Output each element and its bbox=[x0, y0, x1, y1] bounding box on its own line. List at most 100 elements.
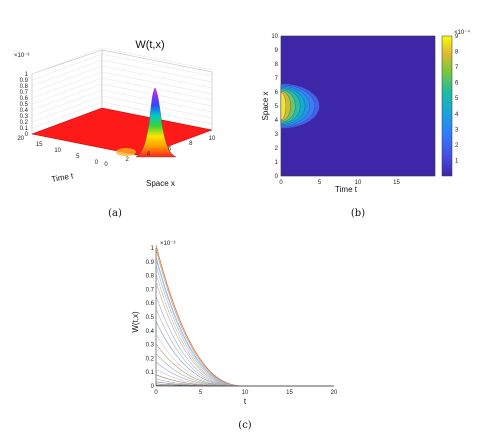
panel-b-ylabel: Space x bbox=[261, 92, 270, 121]
caption-c: (c) bbox=[238, 420, 252, 431]
space-ticks: 0 2 4 6 8 10 bbox=[104, 136, 216, 168]
y-tick-label: 0.2 bbox=[146, 356, 155, 362]
space-ticks: 0 1 2 3 4 5 6 7 8 9 10 bbox=[271, 34, 278, 180]
time-tick-label: 0 bbox=[279, 180, 283, 186]
time-ticks: 0 5 10 15 20 bbox=[17, 136, 98, 166]
wall-grid bbox=[31, 47, 213, 135]
space-tick-label: 7 bbox=[275, 76, 279, 82]
z-exponent: ×10⁻³ bbox=[14, 53, 29, 59]
wall-gridline bbox=[31, 95, 103, 123]
z-tick-label: 0 bbox=[25, 132, 29, 138]
y-tick-label: 0.4 bbox=[146, 329, 155, 335]
time-tick-label: 10 bbox=[355, 180, 362, 186]
wall-gridline bbox=[31, 65, 103, 93]
caption-a: (a) bbox=[108, 208, 122, 219]
wall-gridline bbox=[101, 59, 213, 83]
wall-gridline bbox=[101, 65, 213, 89]
panel-a-xlabel: Space x bbox=[146, 179, 175, 188]
surface-base-bump bbox=[116, 148, 136, 156]
y-tick-label: 0.9 bbox=[146, 260, 155, 266]
z-tick-label: 1 bbox=[25, 72, 29, 78]
wall-gridline bbox=[31, 59, 103, 87]
time-tick-label: 5 bbox=[76, 154, 80, 160]
time-tick-label: 5 bbox=[318, 180, 322, 186]
time-tick-label: 10 bbox=[54, 148, 61, 154]
wall-gridline bbox=[31, 89, 103, 117]
heatmap-blob bbox=[280, 83, 320, 129]
space-tick-label: 6 bbox=[168, 146, 172, 152]
x-tick-label: 5 bbox=[199, 390, 203, 396]
y-ticks: 0 0.1 0.2 0.3 0.4 0.5 0.6 0.7 0.8 0.9 1 bbox=[146, 246, 155, 390]
x-tick-label: 10 bbox=[242, 390, 249, 396]
panel-c-ylabel: W(t,x) bbox=[131, 311, 140, 333]
colorbar-tick-label: 4 bbox=[455, 112, 459, 118]
x-ticks: 0 5 10 15 20 bbox=[154, 390, 338, 396]
caption-b: (b) bbox=[351, 208, 365, 219]
x-tick-label: 15 bbox=[286, 390, 293, 396]
y-tick-label: 1 bbox=[151, 246, 155, 252]
curve-line bbox=[155, 343, 334, 387]
curve-line bbox=[155, 256, 334, 387]
space-tick-label: 2 bbox=[275, 146, 279, 152]
wall-gridline bbox=[31, 101, 103, 129]
space-tick-label: 4 bbox=[147, 152, 151, 158]
wall-gridline bbox=[31, 83, 103, 111]
colorbar-tick-label: 5 bbox=[455, 96, 459, 102]
z-tick-label: 0.9 bbox=[20, 78, 29, 84]
z-tick-label: 0.8 bbox=[20, 84, 29, 90]
z-tick-label: 0.5 bbox=[20, 102, 29, 108]
z-tick-label: 0.4 bbox=[20, 108, 29, 114]
wall-gridline bbox=[31, 53, 103, 81]
space-tick-label: 5 bbox=[275, 104, 279, 110]
wall-gridline bbox=[101, 77, 213, 101]
wall-gridline bbox=[31, 77, 103, 105]
colorbar-tick-label: 2 bbox=[455, 143, 459, 149]
y-tick-label: 0.3 bbox=[146, 343, 155, 349]
space-tick-label: 3 bbox=[275, 132, 279, 138]
wall-gridline bbox=[31, 71, 103, 99]
colorbar-tick-label: 1 bbox=[455, 158, 459, 164]
space-tick-label: 4 bbox=[275, 118, 279, 124]
colorbar-tick-label: 3 bbox=[455, 127, 459, 133]
line-plot: 0 0.1 0.2 0.3 0.4 0.5 0.6 0.7 0.8 0.9 1 0 5 10 15 20 ×… bbox=[131, 241, 338, 406]
curve-line bbox=[155, 321, 334, 387]
panel-b-xlabel: Time t bbox=[335, 185, 358, 194]
curve-line bbox=[155, 245, 334, 387]
y-tick-label: 0.5 bbox=[146, 315, 155, 321]
z-tick-label: 0.3 bbox=[20, 114, 29, 120]
space-tick-label: 0 bbox=[104, 162, 108, 168]
time-ticks: 0 5 10 15 bbox=[279, 180, 400, 186]
y-tick-label: 0.8 bbox=[146, 274, 155, 280]
time-tick-label: 0 bbox=[95, 160, 99, 166]
heatmap-plot: ×10⁻⁴ 0 1 2 3 4 5 6 7 8 9 10 0 5 10 15 1 2 3 4 5 6 7 8 9 Time… bbox=[261, 29, 470, 194]
space-tick-label: 9 bbox=[275, 48, 279, 54]
colorbar-tick-label: 9 bbox=[455, 34, 459, 40]
panel-c-xlabel: t bbox=[244, 397, 247, 406]
wall-gridline bbox=[31, 47, 103, 75]
y-tick-label: 0 bbox=[151, 384, 155, 390]
colorbar-ticks: 1 2 3 4 5 6 7 8 9 bbox=[455, 34, 459, 164]
space-tick-label: 10 bbox=[271, 34, 278, 40]
curve-line bbox=[155, 308, 334, 387]
z-tick-label: 0.1 bbox=[20, 126, 29, 132]
curve-line bbox=[155, 295, 334, 387]
curve-line bbox=[155, 249, 334, 387]
wall-gridline bbox=[101, 71, 213, 95]
y-tick-label: 0.7 bbox=[146, 287, 155, 293]
colorbar-tick-label: 7 bbox=[455, 65, 459, 71]
curves bbox=[155, 245, 334, 387]
z-tick-label: 0.7 bbox=[20, 90, 29, 96]
z-tick-label: 0.6 bbox=[20, 96, 29, 102]
wall-gridline bbox=[101, 47, 213, 71]
space-tick-label: 10 bbox=[209, 136, 216, 142]
wall-gridline bbox=[101, 53, 213, 77]
space-tick-label: 1 bbox=[275, 160, 279, 166]
surface-floor bbox=[31, 107, 213, 157]
colorbar-tick-label: 8 bbox=[455, 50, 459, 56]
colorbar-tick-label: 6 bbox=[455, 81, 459, 87]
y-tick-label: 0.1 bbox=[146, 370, 155, 376]
z-tick-label: 0.2 bbox=[20, 120, 29, 126]
surface-peak bbox=[135, 87, 177, 158]
colorbar-exponent: ×10⁻⁴ bbox=[454, 29, 470, 36]
panel-a-ylabel: Time t bbox=[51, 171, 75, 184]
